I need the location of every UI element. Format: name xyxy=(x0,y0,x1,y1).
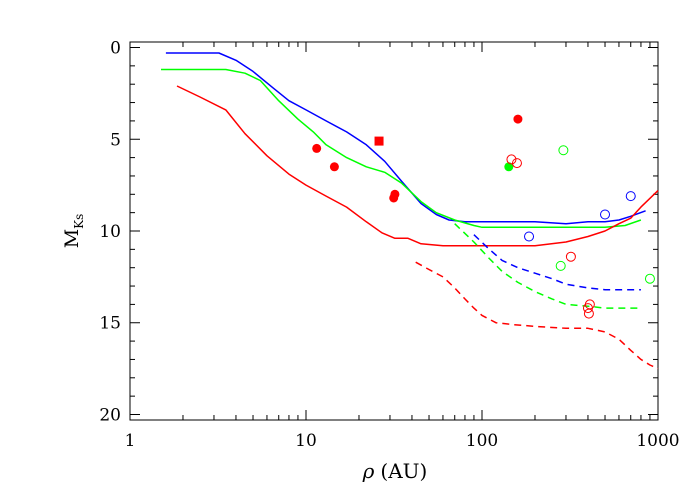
data-point-open xyxy=(506,154,517,165)
data-point-open xyxy=(558,145,569,156)
series-line xyxy=(415,261,659,370)
y-axis-label-main: M xyxy=(61,229,83,248)
ticks-layer xyxy=(129,42,658,420)
data-point-filled xyxy=(329,162,339,172)
data-point-open xyxy=(511,158,522,169)
data-point-open xyxy=(583,308,594,319)
y-tick-label: 10 xyxy=(99,222,121,242)
x-axis-label: ρ (AU) xyxy=(362,459,428,483)
series-line xyxy=(473,234,641,291)
data-point-filled xyxy=(390,189,400,199)
series-line xyxy=(161,68,642,229)
points-layer xyxy=(312,114,655,319)
x-tick-label: 100 xyxy=(466,431,498,451)
data-point-open xyxy=(555,260,566,271)
data-point-square xyxy=(374,136,384,146)
series-line xyxy=(176,85,659,247)
x-axis-label-unit: (AU) xyxy=(380,459,427,483)
y-tick-label: 0 xyxy=(110,39,121,59)
data-point-open xyxy=(625,191,636,202)
x-axis-label-symbol: ρ xyxy=(362,459,375,483)
x-tick-label: 1000 xyxy=(636,431,679,451)
series-line xyxy=(454,223,641,309)
y-axis-label: MKs xyxy=(61,214,86,249)
lines-layer xyxy=(161,52,659,370)
y-tick-label: 5 xyxy=(110,130,121,150)
x-tick-label: 10 xyxy=(295,431,317,451)
data-point-open xyxy=(565,251,576,262)
series-line xyxy=(165,52,646,225)
data-point-open xyxy=(524,231,535,242)
y-tick-label: 20 xyxy=(99,405,121,425)
data-point-filled xyxy=(504,162,514,172)
y-tick-label: 15 xyxy=(99,314,121,334)
data-point-open xyxy=(600,209,611,220)
data-point-filled xyxy=(312,143,322,153)
data-point-filled xyxy=(513,114,523,124)
x-tick-label: 1 xyxy=(125,431,136,451)
tick-labels-layer: 1 10 100 1000 0 5 10 15 20 xyxy=(99,39,679,451)
data-point-open xyxy=(644,273,655,284)
y-axis-label-sub: Ks xyxy=(72,214,86,229)
